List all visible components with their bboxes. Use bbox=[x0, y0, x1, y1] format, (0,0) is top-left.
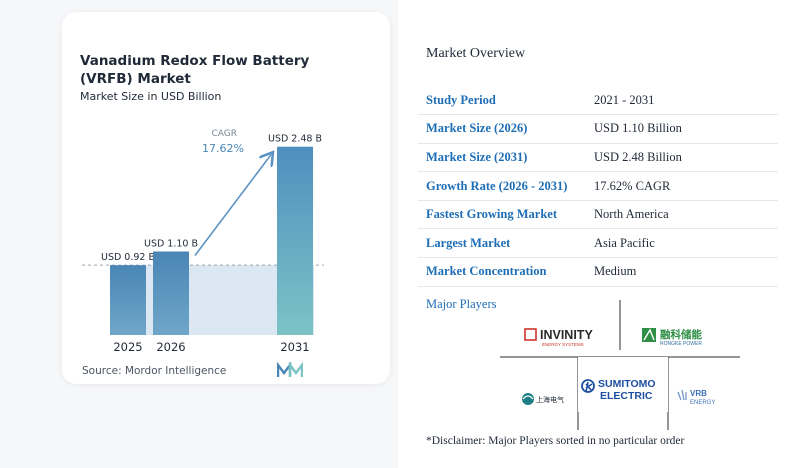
chart-subtitle: Market Size in USD Billion bbox=[80, 90, 222, 103]
shanghai-electric-logo: 上海电气 bbox=[522, 393, 564, 405]
svg-text:VRB: VRB bbox=[690, 389, 707, 398]
source-note: Source: Mordor Intelligence bbox=[82, 365, 227, 377]
cagr-label: CAGR bbox=[211, 129, 237, 139]
overview-value: Medium bbox=[588, 257, 778, 287]
overview-row: Market Size (2031) USD 2.48 Billion bbox=[418, 143, 778, 173]
svg-text:ENERGY SYSTEMS: ENERGY SYSTEMS bbox=[542, 342, 584, 347]
bar-2026 bbox=[153, 251, 189, 335]
overview-value: 17.62% CAGR bbox=[588, 171, 778, 201]
data-label-2026: USD 1.10 B bbox=[144, 238, 198, 249]
overview-row: Growth Rate (2026 - 2031) 17.62% CAGR bbox=[418, 171, 778, 201]
overview-row: Fastest Growing Market North America bbox=[418, 200, 778, 230]
svg-text:SUMITOMO: SUMITOMO bbox=[598, 378, 656, 390]
major-players-title: Major Players bbox=[426, 297, 497, 311]
data-label-2025: USD 0.92 B bbox=[101, 252, 155, 263]
invinity-logo: INVINITY ENERGY SYSTEMS bbox=[524, 328, 593, 347]
overview-key: Market Size (2031) bbox=[418, 143, 588, 173]
svg-text:RONGKE POWER: RONGKE POWER bbox=[660, 341, 702, 347]
overview-table: Study Period 2021 - 2031 Market Size (2026… bbox=[418, 86, 778, 287]
svg-text:ENERGY: ENERGY bbox=[690, 400, 715, 406]
sumitomo-logo: SUMITOMO ELECTRIC bbox=[578, 357, 668, 412]
bar-chart: USD 0.92 B 2025 USD 1.10 B 2026 USD 2.48 B 20… bbox=[82, 129, 324, 354]
svg-text:融科储能: 融科储能 bbox=[660, 328, 702, 341]
bar-2031 bbox=[277, 146, 313, 335]
overview-value: 2021 - 2031 bbox=[588, 86, 778, 116]
overview-key: Fastest Growing Market bbox=[418, 200, 588, 230]
x-tick-2025: 2025 bbox=[113, 340, 142, 354]
overview-row: Largest Market Asia Pacific bbox=[418, 228, 778, 259]
disclaimer: *Disclaimer: Major Players sorted in no … bbox=[426, 435, 685, 447]
rongke-logo: 融科储能 RONGKE POWER bbox=[642, 328, 702, 347]
data-label-2031: USD 2.48 B bbox=[268, 134, 322, 145]
overview-value: USD 1.10 Billion bbox=[588, 114, 778, 144]
mordor-logo-icon bbox=[277, 362, 303, 377]
x-tick-2026: 2026 bbox=[156, 340, 185, 354]
overview-key: Largest Market bbox=[418, 228, 588, 259]
cagr-value: 17.62% bbox=[202, 142, 244, 155]
svg-text:ELECTRIC: ELECTRIC bbox=[600, 390, 653, 402]
overview-key: Market Concentration bbox=[418, 257, 588, 287]
overview-row: Market Concentration Medium bbox=[418, 257, 778, 287]
svg-text:上海电气: 上海电气 bbox=[536, 395, 564, 404]
x-tick-2031: 2031 bbox=[280, 340, 309, 354]
overview-value: North America bbox=[588, 200, 778, 230]
overview-row: Study Period 2021 - 2031 bbox=[418, 86, 778, 116]
major-players-grid: INVINITY ENERGY SYSTEMS 融科储能 RONGKE POWE… bbox=[500, 300, 740, 430]
vrb-energy-logo: VRB ENERGY bbox=[677, 389, 715, 406]
overview-key: Growth Rate (2026 - 2031) bbox=[418, 171, 588, 201]
cagr-arrow bbox=[194, 155, 271, 256]
overview-value: Asia Pacific bbox=[588, 228, 778, 259]
overview-value: USD 2.48 Billion bbox=[588, 143, 778, 173]
overview-title: Market Overview bbox=[426, 46, 526, 61]
svg-text:INVINITY: INVINITY bbox=[540, 328, 593, 342]
bar-2025 bbox=[110, 265, 146, 335]
overview-key: Study Period bbox=[418, 86, 588, 116]
overview-row: Market Size (2026) USD 1.10 Billion bbox=[418, 114, 778, 144]
chart-title: Vanadium Redox Flow Battery (VRFB) Marke… bbox=[80, 53, 310, 87]
overview-key: Market Size (2026) bbox=[418, 114, 588, 144]
